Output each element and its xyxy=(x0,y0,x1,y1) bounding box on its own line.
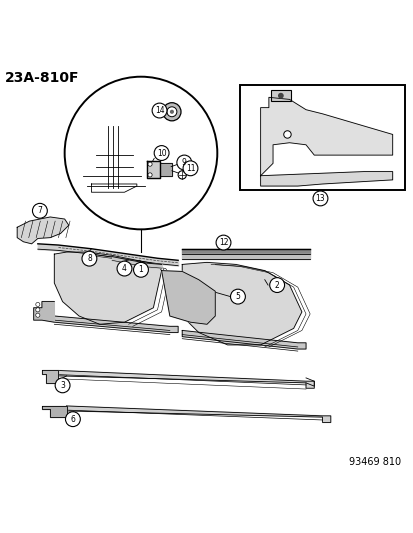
Text: 23A-810F: 23A-810F xyxy=(5,70,79,85)
Circle shape xyxy=(166,107,176,117)
Text: 5: 5 xyxy=(235,292,240,301)
Text: 10: 10 xyxy=(157,149,166,158)
Circle shape xyxy=(36,302,40,306)
Polygon shape xyxy=(159,163,171,176)
Polygon shape xyxy=(54,316,178,333)
Circle shape xyxy=(154,146,169,160)
Polygon shape xyxy=(54,252,161,324)
Text: 6: 6 xyxy=(70,415,75,424)
Text: 14: 14 xyxy=(154,106,164,115)
Polygon shape xyxy=(17,217,69,244)
Text: 9: 9 xyxy=(181,158,186,167)
Polygon shape xyxy=(66,406,330,423)
Polygon shape xyxy=(260,172,392,186)
Text: 11: 11 xyxy=(185,164,195,173)
Circle shape xyxy=(183,161,197,176)
Polygon shape xyxy=(182,330,305,349)
Circle shape xyxy=(64,77,217,229)
Circle shape xyxy=(283,131,290,138)
Text: 93469 810: 93469 810 xyxy=(348,457,400,467)
Circle shape xyxy=(277,93,283,99)
Circle shape xyxy=(36,313,40,317)
Text: 12: 12 xyxy=(218,238,228,247)
Text: 2: 2 xyxy=(274,280,279,289)
Circle shape xyxy=(216,235,230,250)
Circle shape xyxy=(312,191,327,206)
Polygon shape xyxy=(161,271,215,324)
Circle shape xyxy=(133,262,148,277)
Polygon shape xyxy=(42,406,66,417)
Polygon shape xyxy=(42,370,58,383)
Polygon shape xyxy=(260,98,392,176)
Circle shape xyxy=(230,289,245,304)
Polygon shape xyxy=(33,302,54,322)
Circle shape xyxy=(147,162,152,166)
Text: 13: 13 xyxy=(315,194,325,203)
Circle shape xyxy=(82,251,97,266)
Text: 4: 4 xyxy=(122,264,127,273)
Circle shape xyxy=(65,411,80,426)
Polygon shape xyxy=(147,161,159,178)
Circle shape xyxy=(162,103,180,121)
Text: 1: 1 xyxy=(138,265,143,274)
Circle shape xyxy=(176,155,191,170)
Bar xyxy=(270,90,290,101)
Text: 8: 8 xyxy=(87,254,92,263)
Circle shape xyxy=(152,103,166,118)
Circle shape xyxy=(269,278,284,293)
Polygon shape xyxy=(58,370,313,388)
Circle shape xyxy=(117,261,132,276)
Circle shape xyxy=(55,378,70,393)
Bar xyxy=(240,85,404,190)
Text: 7: 7 xyxy=(37,206,42,215)
Polygon shape xyxy=(182,262,301,345)
Circle shape xyxy=(178,171,186,179)
Circle shape xyxy=(169,110,173,114)
Text: 3: 3 xyxy=(60,381,65,390)
Circle shape xyxy=(32,204,47,218)
Circle shape xyxy=(147,173,152,177)
Circle shape xyxy=(36,308,40,312)
